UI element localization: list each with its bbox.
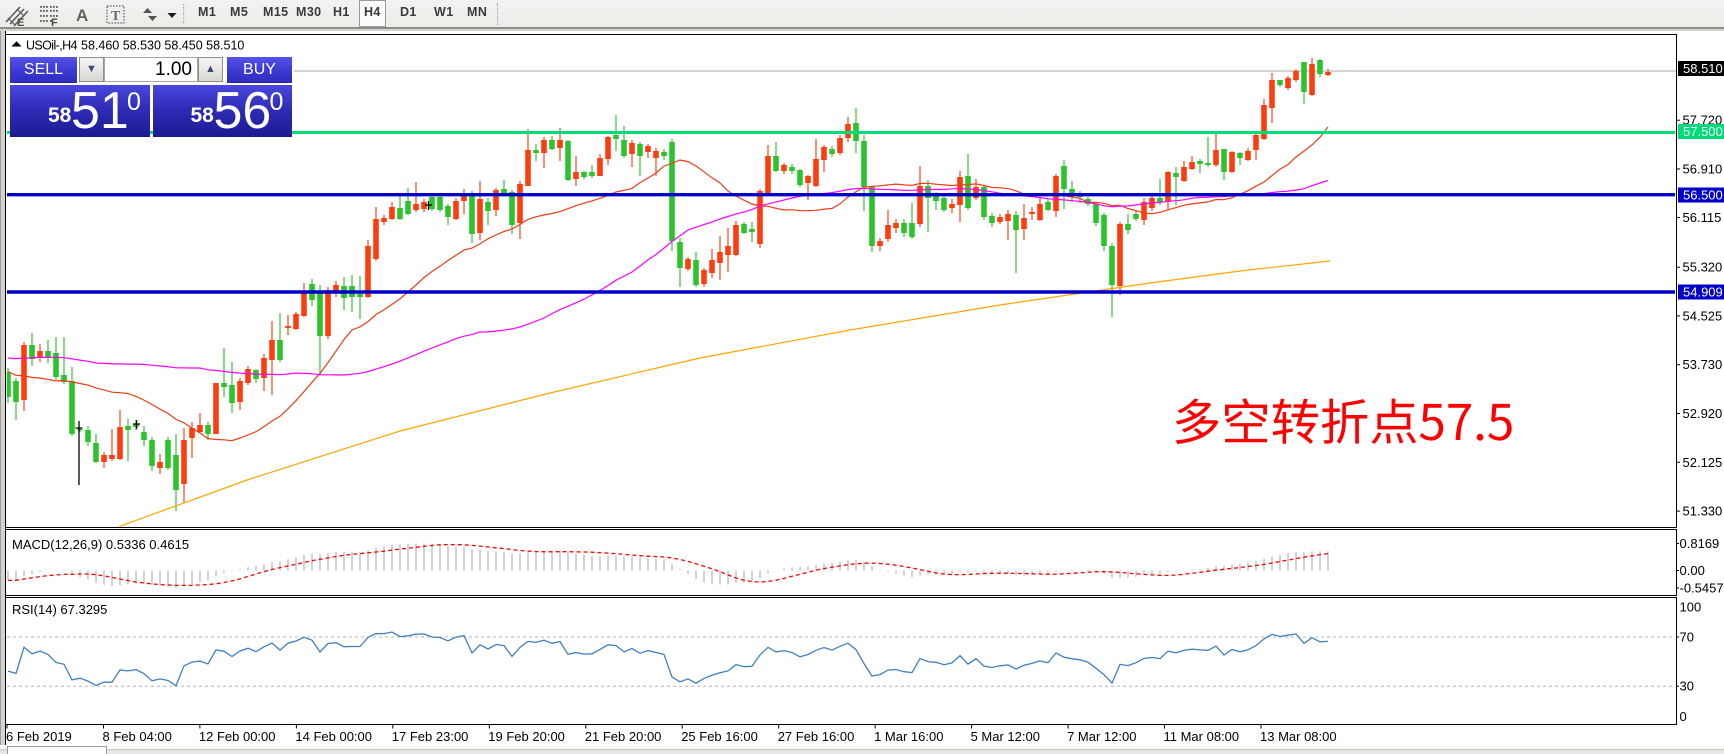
svg-text:17 Feb 23:00: 17 Feb 23:00 (392, 729, 469, 744)
svg-text:A: A (76, 6, 88, 25)
svg-text:58.460 58.530 58.450 58.510: 58.460 58.530 58.450 58.510 (81, 39, 244, 53)
svg-text:21 Feb 20:00: 21 Feb 20:00 (585, 729, 662, 744)
svg-text:6 Feb 2019: 6 Feb 2019 (6, 729, 72, 744)
svg-text:52.920: 52.920 (1683, 406, 1723, 421)
svg-text:T: T (111, 9, 121, 24)
svg-text:1 Mar 16:00: 1 Mar 16:00 (874, 729, 943, 744)
svg-text:7 Mar 12:00: 7 Mar 12:00 (1067, 729, 1136, 744)
svg-text:54.909: 54.909 (1683, 285, 1723, 300)
svg-text:70: 70 (1680, 630, 1694, 645)
svg-text:USOil-,H4: USOil-,H4 (26, 39, 78, 53)
svg-text:12 Feb 00:00: 12 Feb 00:00 (199, 729, 276, 744)
svg-text:-0.5457: -0.5457 (1680, 580, 1724, 595)
svg-text:25 Feb 16:00: 25 Feb 16:00 (681, 729, 758, 744)
svg-text:57.720: 57.720 (1683, 113, 1723, 128)
svg-text:0.8169: 0.8169 (1680, 536, 1720, 551)
svg-text:MACD(12,26,9) 0.5336 0.4615: MACD(12,26,9) 0.5336 0.4615 (12, 537, 189, 552)
svg-text:51.330: 51.330 (1683, 504, 1723, 519)
svg-text:RSI(14) 67.3295: RSI(14) 67.3295 (12, 602, 107, 617)
svg-text:55.320: 55.320 (1683, 260, 1723, 275)
svg-text:56.115: 56.115 (1683, 210, 1722, 225)
svg-text:8 Feb 04:00: 8 Feb 04:00 (103, 729, 172, 744)
svg-text:30: 30 (1680, 679, 1694, 694)
svg-text:57.500: 57.500 (1683, 124, 1723, 139)
svg-text:0.00: 0.00 (1680, 563, 1705, 578)
svg-text:11 Mar 08:00: 11 Mar 08:00 (1164, 729, 1240, 744)
svg-text:19 Feb 20:00: 19 Feb 20:00 (488, 729, 565, 744)
svg-text:52.125: 52.125 (1683, 455, 1723, 470)
svg-text:56.500: 56.500 (1683, 188, 1723, 203)
svg-text:58.510: 58.510 (1683, 61, 1723, 76)
svg-text:100: 100 (1680, 600, 1702, 615)
svg-text:E: E (17, 17, 24, 29)
svg-text:56.910: 56.910 (1683, 162, 1723, 177)
svg-text:53.730: 53.730 (1683, 357, 1723, 372)
svg-text:0: 0 (1680, 709, 1687, 724)
svg-text:F: F (51, 17, 58, 29)
svg-text:13 Mar 08:00: 13 Mar 08:00 (1260, 729, 1337, 744)
svg-text:27 Feb 16:00: 27 Feb 16:00 (778, 729, 855, 744)
svg-text:14 Feb 00:00: 14 Feb 00:00 (295, 729, 372, 744)
svg-text:5 Mar 12:00: 5 Mar 12:00 (971, 729, 1040, 744)
svg-text:54.525: 54.525 (1683, 308, 1723, 323)
